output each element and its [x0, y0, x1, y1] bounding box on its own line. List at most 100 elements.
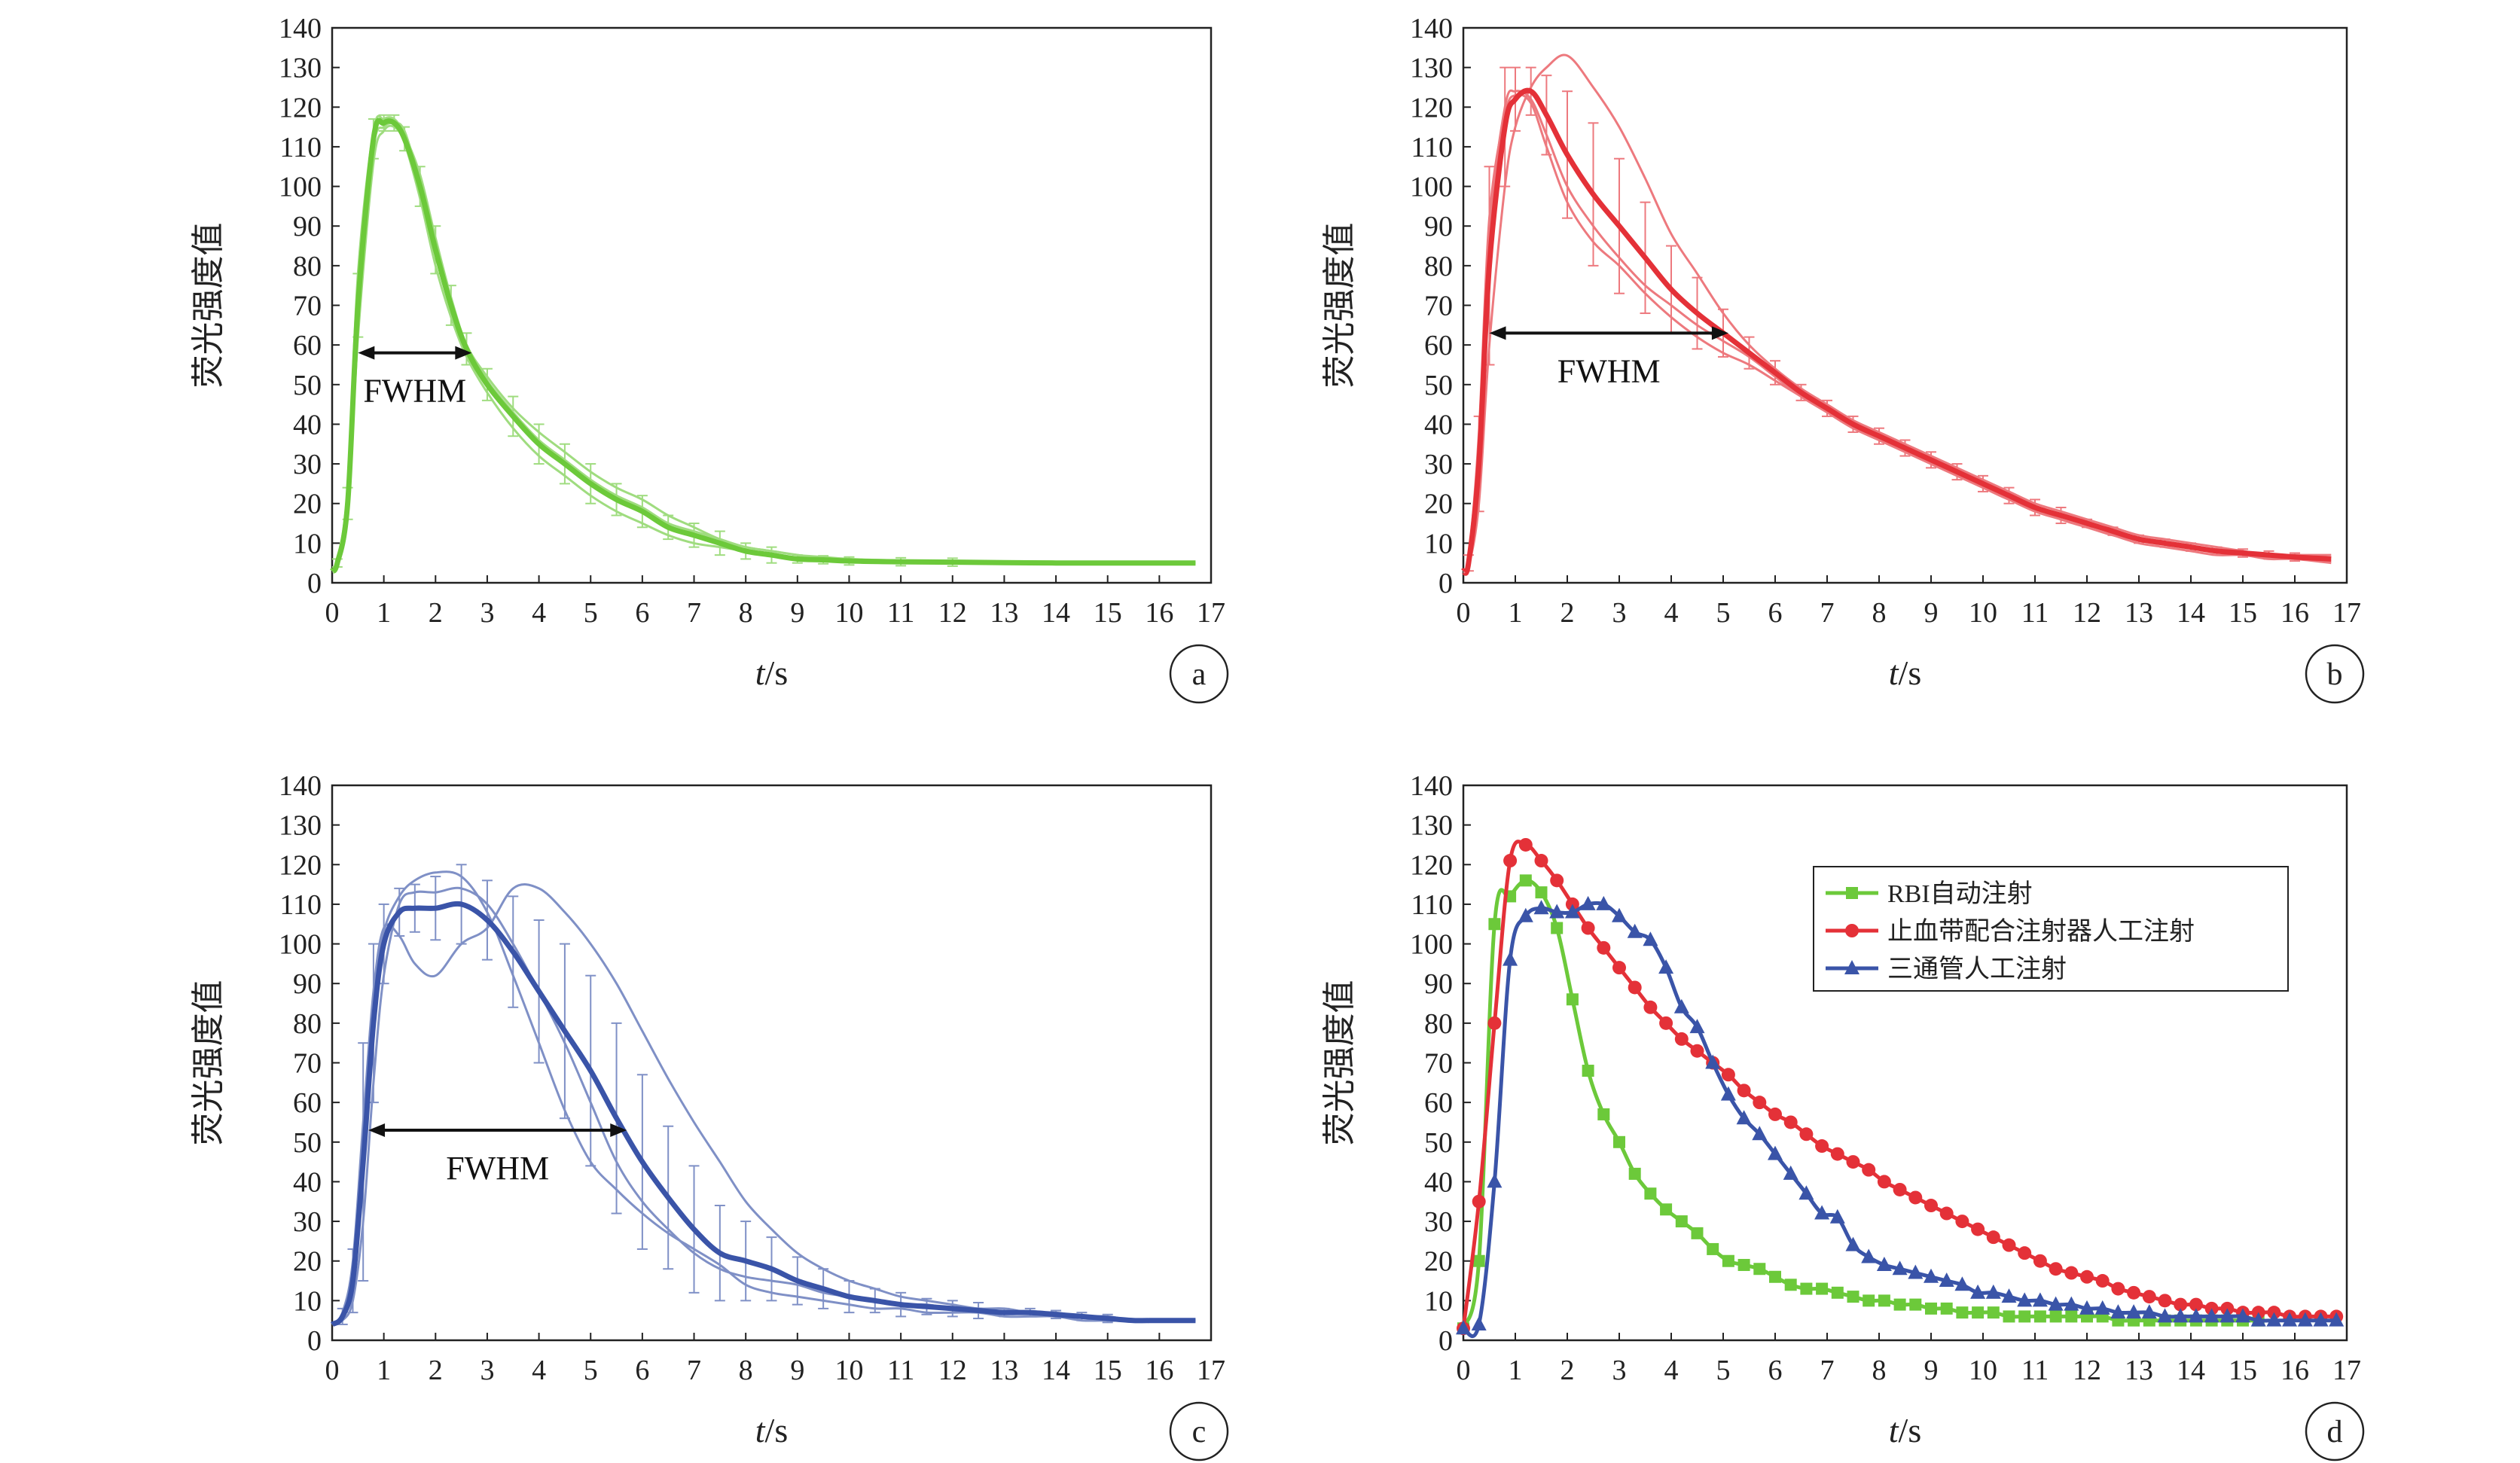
series-marker-triangle: [2297, 1312, 2313, 1327]
series-marker-square: [1535, 886, 1548, 899]
x-tick-label: 0: [325, 597, 340, 629]
x-tick-label: 5: [1716, 597, 1731, 629]
y-tick-label: 0: [307, 568, 322, 599]
x-axis-label: t/s: [1889, 1411, 1921, 1449]
series-marker-triangle: [1720, 1086, 1736, 1101]
y-tick-label: 40: [293, 409, 322, 440]
series-marker-circle: [2158, 1294, 2172, 1308]
series-marker-triangle: [1985, 1284, 2001, 1299]
series-marker-circle: [1939, 1206, 1954, 1221]
y-tick-label: 70: [1424, 1048, 1453, 1080]
x-tick-label: 12: [2073, 597, 2101, 629]
series-marker-triangle: [1876, 1256, 1892, 1271]
y-tick-label: 20: [1424, 1246, 1453, 1278]
y-tick-label: 110: [279, 889, 322, 921]
series-marker-triangle: [1673, 998, 1689, 1013]
series-marker-square: [1597, 1108, 1610, 1120]
x-tick-label: 14: [1042, 597, 1070, 629]
series-marker-triangle: [1939, 1273, 1954, 1288]
x-tick-label: 1: [377, 1355, 391, 1386]
series-marker-triangle: [1829, 1208, 1845, 1224]
x-tick-label: 8: [739, 597, 753, 629]
series-marker-circle: [1846, 1155, 1860, 1169]
series-marker-triangle: [1924, 1268, 1939, 1283]
series-marker-triangle: [1752, 1126, 1768, 1141]
series-marker-triangle: [1814, 1205, 1830, 1220]
y-tick-label: 70: [1424, 291, 1453, 322]
x-tick-label: 7: [1820, 1355, 1835, 1386]
series-marker-circle: [1737, 1084, 1751, 1098]
series-marker-circle: [1753, 1096, 1767, 1110]
x-axis-label-var: t: [755, 1411, 766, 1449]
series-marker-circle: [1643, 1000, 1658, 1014]
series-marker-triangle: [2313, 1312, 2329, 1327]
series-marker-triangle: [2329, 1312, 2345, 1327]
series-marker-triangle: [1798, 1185, 1814, 1200]
series-marker-circle: [1799, 1127, 1814, 1141]
series-marker-circle: [1721, 1068, 1735, 1082]
series-marker-circle: [2018, 1246, 2032, 1260]
y-tick-label: 120: [279, 92, 322, 123]
series-marker-triangle: [2094, 1300, 2110, 1315]
series-marker-triangle: [1845, 1236, 1861, 1251]
x-tick-label: 5: [1716, 1355, 1731, 1386]
y-tick-label: 0: [1438, 1325, 1453, 1357]
x-tick-label: 6: [1768, 597, 1783, 629]
series-marker-square: [1566, 993, 1579, 1006]
series-marker-circle: [1862, 1163, 1876, 1177]
series-marker-triangle: [2001, 1288, 2017, 1303]
series-marker-circle: [1924, 1199, 1938, 1213]
series-marker-square: [1582, 1065, 1594, 1077]
x-tick-label: 7: [1820, 597, 1835, 629]
series-marker-square: [1925, 1302, 1937, 1315]
y-tick-label: 60: [1424, 330, 1453, 361]
series-marker-square: [1956, 1306, 1969, 1319]
series-marker-circle: [1487, 1016, 1502, 1030]
x-tick-label: 3: [1612, 1355, 1627, 1386]
replicate-curve-3: [331, 870, 1196, 1326]
x-tick-label: 9: [790, 597, 804, 629]
x-tick-label: 8: [739, 1355, 753, 1386]
x-tick-label: 11: [2021, 597, 2049, 629]
x-tick-label: 13: [990, 1355, 1018, 1386]
y-tick-label: 60: [293, 1087, 322, 1119]
x-tick-label: 13: [2125, 597, 2153, 629]
legend-swatch-marker: [1846, 887, 1858, 899]
series-marker-circle: [1815, 1139, 1829, 1154]
x-tick-label: 13: [990, 597, 1018, 629]
x-tick-label: 5: [584, 597, 598, 629]
y-tick-label: 110: [1411, 132, 1453, 163]
replicate-curve-3: [1462, 93, 2332, 575]
series-marker-triangle: [2188, 1308, 2204, 1323]
series-marker-triangle: [1768, 1145, 1783, 1160]
series-marker-triangle: [1689, 1019, 1705, 1034]
series-marker-circle: [2111, 1282, 2125, 1296]
series-marker-triangle: [1487, 1173, 1503, 1188]
x-tick-label: 17: [1197, 597, 1225, 629]
series-marker-square: [1784, 1279, 1797, 1291]
series-marker-square: [1940, 1302, 1953, 1315]
legend-entry-label: RBI自动注射: [1887, 879, 2033, 908]
panel-label: a: [1192, 657, 1207, 692]
series-marker-circle: [2142, 1290, 2156, 1304]
x-tick-label: 15: [1094, 1355, 1122, 1386]
series-marker-circle: [1612, 961, 1626, 975]
series-marker-square: [1769, 1270, 1781, 1283]
panel-label-circle: [1169, 644, 1229, 704]
x-tick-label: 11: [887, 597, 915, 629]
series-marker-circle: [1955, 1215, 1969, 1229]
x-axis-label: t/s: [755, 654, 788, 692]
series-marker-square: [1909, 1298, 1922, 1311]
series-marker-triangle: [1658, 959, 1674, 974]
series-marker-triangle: [2141, 1304, 2157, 1319]
x-tick-label: 10: [834, 1355, 863, 1386]
series-marker-square: [2018, 1310, 2031, 1323]
y-tick-label: 20: [293, 489, 322, 520]
series-marker-circle: [1893, 1182, 1907, 1196]
y-tick-label: 10: [1424, 528, 1453, 559]
fwhm-arrow-head-right: [455, 346, 472, 360]
series-marker-square: [1472, 1254, 1485, 1267]
series-marker-square: [1691, 1227, 1704, 1239]
